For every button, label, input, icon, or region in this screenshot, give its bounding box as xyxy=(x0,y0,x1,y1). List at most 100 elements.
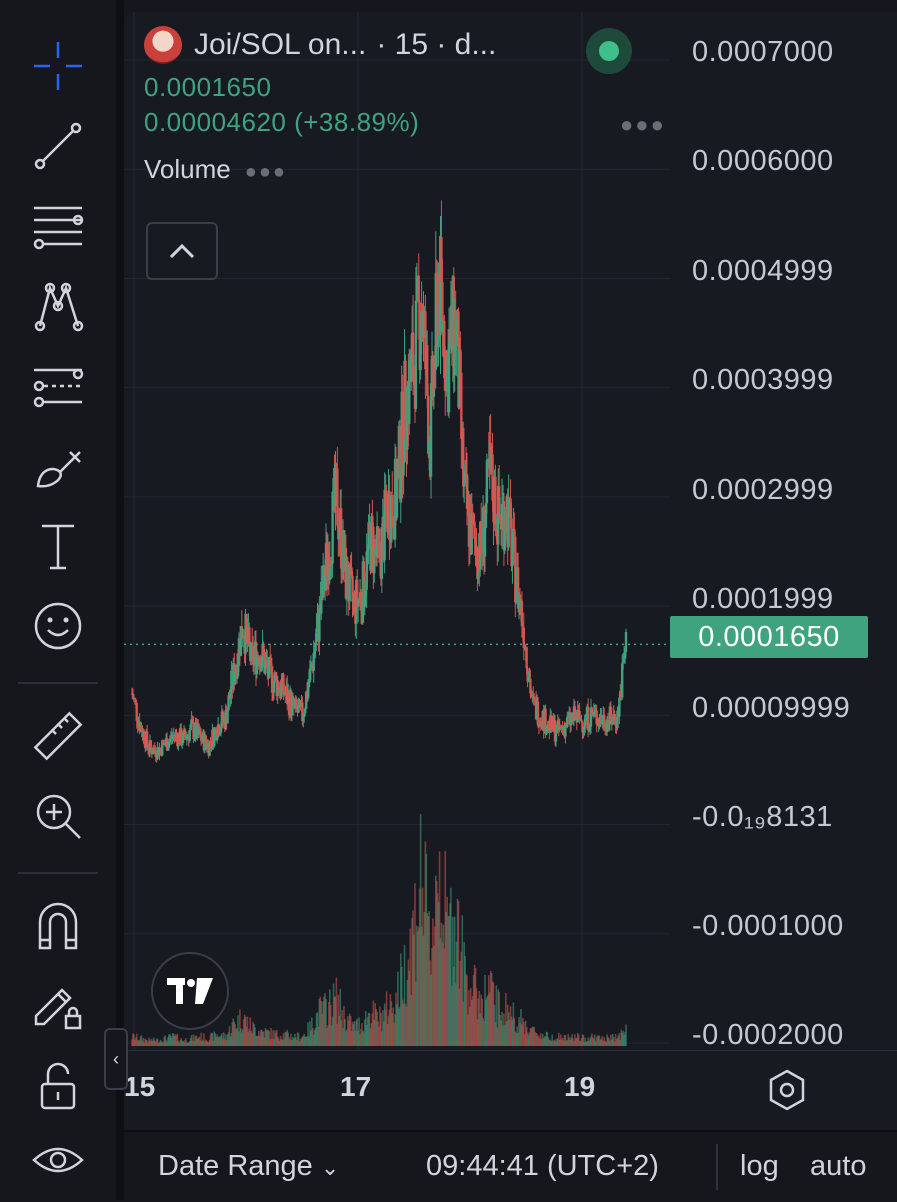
candle-body xyxy=(622,658,626,662)
volume-bar xyxy=(618,1033,621,1046)
volume-bar xyxy=(157,1043,160,1046)
volume-bar xyxy=(586,1041,588,1046)
volume-bar xyxy=(311,1017,313,1046)
candle-body xyxy=(384,489,387,509)
volume-bar xyxy=(328,1002,330,1046)
symbol-title[interactable]: Joi/SOL on... · 15 · d... xyxy=(144,26,496,64)
price-axis[interactable]: 0.0007000 0.0006000 0.0004999 0.0003999 … xyxy=(670,0,897,1051)
volume-bar xyxy=(356,1018,359,1046)
volume-bar xyxy=(455,941,458,1046)
volume-bar xyxy=(418,888,421,1046)
settings-icon[interactable] xyxy=(764,1067,810,1113)
volume-bar xyxy=(215,1037,218,1046)
date-range-button[interactable]: Date Range ⌄ xyxy=(158,1150,339,1183)
crosshair-icon[interactable] xyxy=(22,36,94,96)
volume-bar xyxy=(380,1013,382,1046)
text-icon[interactable] xyxy=(22,516,94,576)
collapse-legend-button[interactable] xyxy=(146,222,218,280)
volume-bar xyxy=(501,1012,503,1046)
volume-bar xyxy=(190,1034,193,1046)
trend-line-icon[interactable] xyxy=(22,116,94,176)
volume-bar xyxy=(227,1032,230,1046)
chart-panel[interactable]: Joi/SOL on... · 15 · d... 0.0001650 0.00… xyxy=(124,12,897,1130)
candle-body xyxy=(262,643,265,656)
candle-body xyxy=(483,527,487,557)
time-axis[interactable]: 15 17 19 xyxy=(124,1050,897,1131)
volume-bar xyxy=(447,915,449,1046)
volume-bar xyxy=(429,960,431,1046)
candle-body xyxy=(377,540,381,543)
emoji-icon[interactable] xyxy=(22,596,94,656)
fib-retracement-icon[interactable] xyxy=(22,196,94,256)
volume-bar xyxy=(505,1021,508,1046)
volume-bar xyxy=(353,1021,356,1046)
candle-body xyxy=(312,652,315,671)
ruler-icon[interactable] xyxy=(22,706,94,766)
volume-bar xyxy=(303,1034,306,1046)
candle-body xyxy=(439,237,442,336)
candle-body xyxy=(269,658,273,667)
volume-bar xyxy=(516,1026,518,1046)
candle-body xyxy=(351,575,354,602)
candle-body xyxy=(600,715,603,722)
volume-bar xyxy=(372,1000,375,1046)
candle-body xyxy=(474,538,477,546)
candle-body xyxy=(511,551,514,567)
volume-bar xyxy=(178,1042,181,1046)
volume-bar xyxy=(458,988,461,1046)
candle-body xyxy=(218,733,222,735)
tradingview-logo[interactable] xyxy=(151,952,229,1030)
chart-legend: Joi/SOL on... · 15 · d... 0.0001650 0.00… xyxy=(144,26,496,185)
lock-drawing-icon[interactable] xyxy=(22,976,94,1036)
candle-body xyxy=(624,631,628,652)
candle-body xyxy=(166,747,170,751)
price-axis-label: -0.0002000 xyxy=(692,1019,844,1051)
volume-bar xyxy=(547,1037,550,1046)
volume-bar xyxy=(181,1040,183,1046)
volume-bar xyxy=(156,1038,159,1046)
candle-body xyxy=(370,516,373,571)
volume-bar xyxy=(451,985,453,1046)
candle-body xyxy=(277,681,280,693)
candle-body xyxy=(337,525,340,540)
volume-more-icon[interactable]: ●●● xyxy=(244,161,287,183)
volume-bar xyxy=(322,1001,324,1046)
volume-bar xyxy=(284,1031,287,1046)
zoom-in-icon[interactable] xyxy=(22,786,94,846)
magnet-icon[interactable] xyxy=(22,896,94,956)
volume-bar xyxy=(354,1031,357,1046)
volume-bar xyxy=(337,994,340,1046)
toolbar-collapse-handle[interactable]: ‹ xyxy=(104,1028,128,1090)
projection-icon[interactable] xyxy=(22,356,94,416)
volume-bar xyxy=(514,1031,517,1046)
time-axis-label: 15 xyxy=(124,1071,156,1102)
price-chart[interactable] xyxy=(124,12,897,1050)
volume-bar xyxy=(243,1014,246,1046)
volume-bar xyxy=(200,1032,202,1046)
volume-bar xyxy=(461,915,464,1046)
log-scale-toggle[interactable]: log xyxy=(740,1150,779,1182)
clock-readout[interactable]: 09:44:41 (UTC+2) xyxy=(426,1150,659,1182)
market-status-icon[interactable] xyxy=(586,28,632,74)
volume-bar xyxy=(274,1030,276,1046)
candle-body xyxy=(515,590,518,603)
auto-scale-toggle[interactable]: auto xyxy=(810,1150,867,1182)
candle-body xyxy=(250,642,254,646)
candle-body xyxy=(522,627,525,648)
volume-bar xyxy=(334,996,337,1046)
volume-bar xyxy=(226,1034,229,1046)
pattern-icon[interactable] xyxy=(22,276,94,336)
candle-body xyxy=(362,561,366,607)
unlock-icon[interactable] xyxy=(22,1056,94,1116)
volume-bar xyxy=(472,974,475,1046)
candle-body xyxy=(229,694,232,699)
time-axis-label: 17 xyxy=(340,1071,372,1102)
candle-body xyxy=(494,476,497,531)
volume-bar xyxy=(166,1041,168,1046)
volume-bar xyxy=(155,1039,158,1046)
volume-bar xyxy=(143,1042,146,1046)
eye-icon[interactable] xyxy=(22,1130,94,1190)
brush-icon[interactable] xyxy=(22,436,94,496)
chart-more-icon[interactable]: ●●● xyxy=(620,112,666,137)
interval-label: · 15 · d... xyxy=(376,28,497,61)
